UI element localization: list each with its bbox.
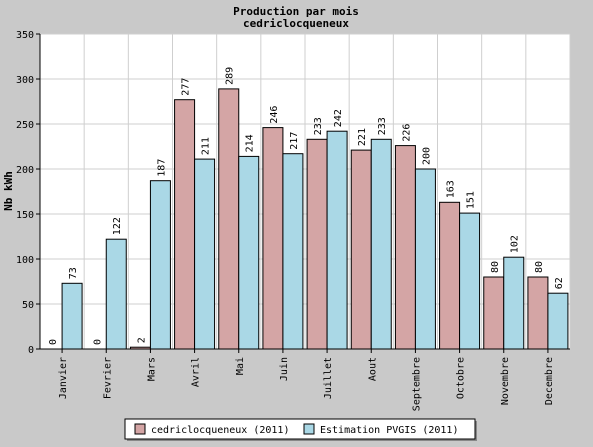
bar-estimation — [326, 130, 348, 350]
chart-subtitle: cedriclocqueneux — [243, 17, 349, 30]
legend-swatch-production — [134, 423, 146, 435]
bar-production — [527, 276, 549, 350]
y-tick-label: 0 — [28, 345, 34, 356]
x-tick-label: Juin — [279, 357, 290, 381]
bar-production — [174, 99, 196, 350]
bar-estimation — [414, 168, 436, 350]
legend-box — [124, 418, 476, 440]
legend-label-estimation: Estimation PVGIS (2011) — [320, 425, 458, 436]
bar-production — [262, 127, 284, 350]
data-label: 62 — [554, 277, 565, 289]
data-label: 187 — [156, 159, 167, 177]
bar-production — [218, 88, 240, 350]
y-tick-label: 50 — [22, 300, 34, 311]
x-tick-label: Octobre — [456, 357, 467, 399]
y-tick-label: 100 — [16, 255, 34, 266]
data-label: 217 — [289, 132, 300, 150]
y-axis-label: Nb kWh — [2, 171, 15, 211]
bar-estimation — [194, 158, 216, 350]
legend: cedriclocqueneux (2011) Estimation PVGIS … — [124, 418, 477, 441]
data-label: 102 — [510, 235, 521, 253]
bar-estimation — [459, 212, 481, 350]
legend-label-production: cedriclocqueneux (2011) — [151, 425, 289, 436]
data-label: 226 — [401, 124, 412, 142]
data-label: 242 — [333, 109, 344, 127]
data-label: 2 — [136, 337, 147, 343]
plot-area: 0 50 100 150 200 250 300 350 0 73 Janvier 0 122 Fevri… — [16, 30, 571, 411]
data-label: 233 — [313, 117, 324, 135]
data-label: 122 — [112, 217, 123, 235]
data-label: 246 — [269, 106, 280, 124]
x-tick-label: Juillet — [323, 357, 334, 399]
bar-estimation — [61, 282, 83, 350]
data-label: 211 — [201, 137, 212, 155]
x-tick-label: Mai — [235, 357, 246, 375]
y-tick-label: 300 — [16, 75, 34, 86]
bar-estimation — [149, 180, 171, 350]
bar-production — [483, 276, 505, 350]
bar-estimation — [370, 138, 392, 350]
bar-production — [350, 149, 372, 350]
data-label: 80 — [490, 261, 501, 273]
y-tick-label: 250 — [16, 120, 34, 131]
data-label: 80 — [534, 261, 545, 273]
data-label: 289 — [225, 67, 236, 85]
x-tick-label: Novembre — [500, 357, 511, 405]
legend-swatch-estimation — [303, 423, 315, 435]
data-label: 214 — [245, 134, 256, 152]
bar-estimation — [105, 238, 127, 350]
x-tick-label: Janvier — [58, 357, 69, 399]
data-label: 73 — [68, 267, 79, 279]
x-tick-label: Decembre — [544, 357, 555, 405]
data-label: 200 — [421, 147, 432, 165]
data-label: 151 — [466, 191, 477, 209]
data-label: 233 — [377, 117, 388, 135]
bar-estimation — [547, 292, 569, 350]
y-tick-label: 150 — [16, 210, 34, 221]
x-tick-label: Avril — [191, 357, 202, 387]
data-label: 0 — [92, 339, 103, 345]
bar-production — [394, 145, 416, 350]
bar-estimation — [282, 153, 304, 350]
bar-production — [439, 201, 461, 350]
chart-title: Production par mois — [233, 5, 359, 18]
data-label: 0 — [48, 339, 59, 345]
data-label: 163 — [446, 180, 457, 198]
y-tick-label: 200 — [16, 165, 34, 176]
bar-production — [306, 138, 328, 350]
bar-estimation — [503, 256, 525, 350]
y-tick-label: 350 — [16, 30, 34, 41]
x-tick-label: Aout — [367, 357, 378, 381]
x-tick-label: Septembre — [411, 357, 422, 411]
x-tick-label: Mars — [146, 357, 157, 381]
bar-estimation — [238, 155, 260, 350]
data-label: 221 — [357, 128, 368, 146]
data-label: 277 — [181, 78, 192, 96]
x-tick-label: Fevrier — [102, 357, 113, 399]
